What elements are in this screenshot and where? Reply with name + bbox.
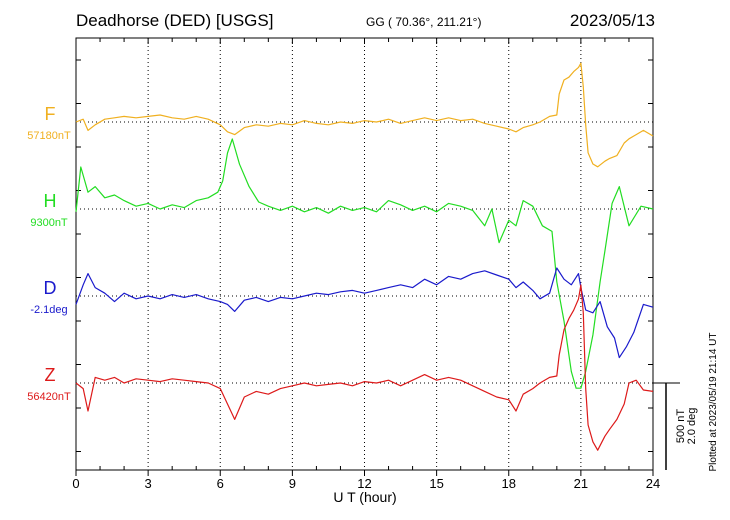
series-labels: F 57180nT H 9300nT D -2.1deg Z 56420nT: [27, 104, 71, 403]
date-label: 2023/05/13: [570, 11, 655, 30]
x-tick-label: 6: [217, 476, 224, 491]
series-Z-line: [75, 284, 654, 451]
series-F-baseline: 57180nT: [27, 130, 71, 142]
series-lines: [75, 62, 654, 451]
x-tick-label: 24: [646, 476, 660, 491]
x-tick-label: 15: [429, 476, 443, 491]
station-title: Deadhorse (DED) [USGS]: [76, 11, 273, 30]
series-D-name: D: [44, 278, 57, 298]
series-H-line: [75, 138, 654, 389]
axis-ticks: [75, 38, 654, 476]
series-Z-name: Z: [45, 365, 56, 385]
series-H-baseline: 9300nT: [30, 217, 68, 229]
x-axis-label: U T (hour): [333, 489, 396, 505]
grid-lines: [76, 38, 653, 470]
x-tick-label: 0: [72, 476, 79, 491]
series-D-baseline: -2.1deg: [30, 304, 67, 316]
x-tick-label: 18: [502, 476, 516, 491]
x-tick-label: 3: [145, 476, 152, 491]
series-F-name: F: [45, 104, 56, 124]
series-H-name: H: [44, 191, 57, 211]
series-D-line: [75, 267, 654, 359]
plotted-at-note: Plotted at 2023/05/19 21:14 UT: [708, 333, 719, 472]
x-tick-label: 9: [289, 476, 296, 491]
x-tick-labels: 0 3 6 9 12 15 18 21 24: [72, 476, 660, 491]
series-Z-baseline: 56420nT: [27, 391, 71, 403]
x-tick-label: 12: [357, 476, 371, 491]
scale-bar: 500 nT 2.0 deg: [653, 382, 698, 470]
coordinates-label: GG ( 70.36°, 211.21°): [366, 15, 481, 29]
scale-bar-nt: 500 nT: [675, 409, 687, 444]
x-tick-label: 21: [574, 476, 588, 491]
series-F-line: [75, 62, 654, 168]
scale-bar-deg: 2.0 deg: [686, 408, 698, 445]
